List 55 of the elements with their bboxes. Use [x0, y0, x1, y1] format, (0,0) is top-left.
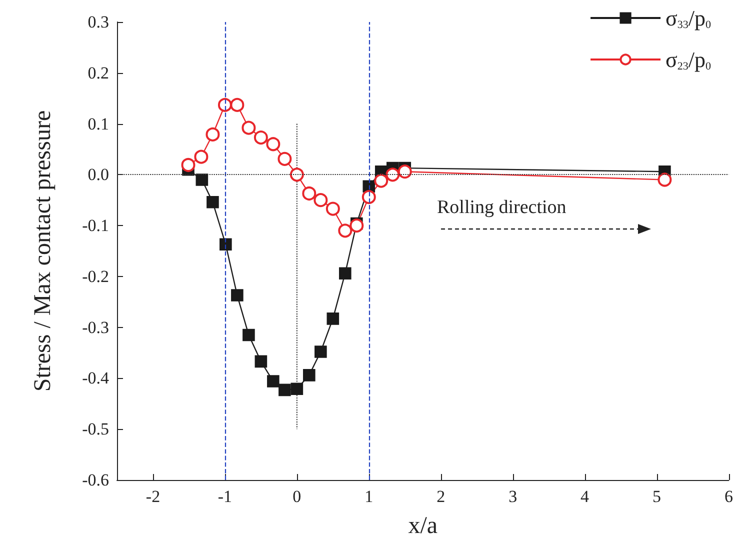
- y-tick-label: 0.1: [88, 114, 109, 134]
- point: [314, 193, 328, 208]
- x-tick-label: -2: [146, 487, 160, 506]
- y-tick-label: 0.0: [88, 165, 109, 184]
- y-tick-label: -0.1: [82, 216, 109, 236]
- point: [220, 238, 232, 251]
- point: [314, 346, 327, 358]
- point: [290, 168, 304, 182]
- x-axis-title: x/a: [408, 513, 438, 539]
- point: [218, 98, 232, 112]
- point: [326, 202, 340, 216]
- x-tick-label: 1: [364, 487, 374, 506]
- point: [267, 375, 280, 388]
- annotation: Rolling direction: [437, 197, 567, 218]
- point: [338, 224, 352, 238]
- point: [254, 355, 268, 368]
- x-tick-label: 5: [652, 487, 662, 506]
- y-axis-title: Stress / Max contact pressure: [30, 110, 56, 392]
- point: [398, 164, 412, 179]
- point: [338, 267, 352, 280]
- x-tick-label: 4: [580, 487, 590, 506]
- point: [230, 98, 244, 112]
- point: [242, 328, 255, 342]
- point: [242, 120, 256, 135]
- y-tick-label: -0.4: [82, 368, 110, 388]
- point: [290, 382, 304, 396]
- y-tick-label: 0.2: [88, 63, 109, 82]
- point: [350, 218, 364, 233]
- x-tick-label: 2: [436, 487, 446, 506]
- point: [206, 127, 220, 142]
- y-tick-label: -0.3: [82, 318, 109, 337]
- point: [181, 158, 196, 172]
- point: [278, 384, 291, 396]
- point: [326, 312, 340, 325]
- point: [302, 186, 316, 200]
- point: [386, 168, 400, 182]
- x-tick-label: -1: [218, 487, 232, 506]
- point: [206, 196, 219, 208]
- y-tick-label: 0.3: [88, 12, 109, 32]
- x-tick-label: 6: [724, 487, 733, 506]
- x-tick-label: 3: [508, 487, 518, 506]
- point: [266, 137, 280, 152]
- point: [278, 152, 292, 166]
- y-tick-label: -0.2: [82, 266, 109, 286]
- point: [194, 150, 208, 164]
- point: [196, 174, 208, 186]
- y-tick-label: -0.5: [82, 420, 109, 439]
- point: [374, 174, 388, 188]
- point: [231, 289, 244, 302]
- point: [362, 190, 376, 204]
- point: [254, 130, 268, 145]
- point: [303, 369, 316, 382]
- x-tick-label: 0: [292, 487, 302, 506]
- point: [658, 172, 672, 187]
- y-tick-label: -0.6: [82, 470, 109, 490]
